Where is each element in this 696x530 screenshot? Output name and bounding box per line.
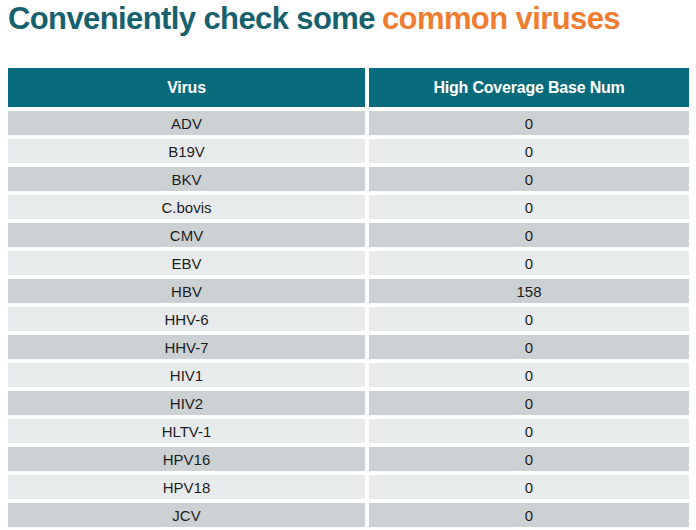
- virus-cell: BKV: [8, 167, 365, 191]
- virus-cell: ADV: [8, 111, 365, 135]
- value-cell: 0: [369, 335, 689, 359]
- virus-cell: JCV: [8, 503, 365, 527]
- table-row: HHV-6 0: [8, 307, 689, 331]
- table-row: ADV 0: [8, 111, 689, 135]
- value-cell: 0: [369, 139, 689, 163]
- value-cell: 0: [369, 251, 689, 275]
- table-row: HPV16 0: [8, 447, 689, 471]
- value-cell: 0: [369, 223, 689, 247]
- virus-cell: HHV-7: [8, 335, 365, 359]
- table-row: JCV 0: [8, 503, 689, 527]
- column-header-virus: Virus: [8, 68, 365, 107]
- value-cell: 0: [369, 167, 689, 191]
- table-row: HIV2 0: [8, 391, 689, 415]
- virus-cell: HPV16: [8, 447, 365, 471]
- table-row: B19V 0: [8, 139, 689, 163]
- table-row: HIV1 0: [8, 363, 689, 387]
- page-title-main: Conveniently check some: [8, 1, 375, 36]
- table-row: HPV18 0: [8, 475, 689, 499]
- table-row: HLTV-1 0: [8, 419, 689, 443]
- virus-cell: B19V: [8, 139, 365, 163]
- table-row: CMV 0: [8, 223, 689, 247]
- value-cell: 0: [369, 419, 689, 443]
- value-cell: 0: [369, 111, 689, 135]
- table-row: BKV 0: [8, 167, 689, 191]
- value-cell: 0: [369, 447, 689, 471]
- page-title: Conveniently check somecommon viruses: [8, 1, 620, 37]
- column-header-high-coverage-base-num: High Coverage Base Num: [369, 68, 689, 107]
- virus-cell: HLTV-1: [8, 419, 365, 443]
- table-row: HBV 158: [8, 279, 689, 303]
- virus-cell: HIV2: [8, 391, 365, 415]
- table-header-row: Virus High Coverage Base Num: [8, 68, 689, 107]
- value-cell: 0: [369, 503, 689, 527]
- value-cell: 0: [369, 363, 689, 387]
- page-title-accent: common viruses: [382, 1, 620, 36]
- virus-coverage-table: Virus High Coverage Base Num ADV 0 B19V …: [4, 64, 693, 530]
- value-cell: 0: [369, 195, 689, 219]
- slide: { "title": { "teal_text": "Conveniently …: [0, 0, 696, 530]
- value-cell: 0: [369, 475, 689, 499]
- value-cell: 0: [369, 391, 689, 415]
- table-row: C.bovis 0: [8, 195, 689, 219]
- virus-cell: C.bovis: [8, 195, 365, 219]
- virus-cell: HHV-6: [8, 307, 365, 331]
- virus-cell: HPV18: [8, 475, 365, 499]
- virus-cell: EBV: [8, 251, 365, 275]
- virus-cell: HBV: [8, 279, 365, 303]
- virus-cell: HIV1: [8, 363, 365, 387]
- value-cell: 0: [369, 307, 689, 331]
- table-row: EBV 0: [8, 251, 689, 275]
- value-cell: 158: [369, 279, 689, 303]
- virus-cell: CMV: [8, 223, 365, 247]
- table-row: HHV-7 0: [8, 335, 689, 359]
